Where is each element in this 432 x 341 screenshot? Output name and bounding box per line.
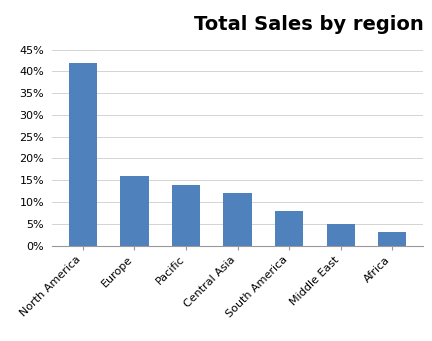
Bar bbox=[275, 211, 303, 246]
Bar bbox=[378, 233, 407, 246]
Bar bbox=[223, 193, 252, 246]
Bar bbox=[120, 176, 149, 246]
Bar bbox=[69, 63, 97, 246]
Text: Total Sales by region: Total Sales by region bbox=[194, 15, 423, 34]
Bar bbox=[172, 184, 200, 246]
Bar bbox=[327, 224, 355, 246]
